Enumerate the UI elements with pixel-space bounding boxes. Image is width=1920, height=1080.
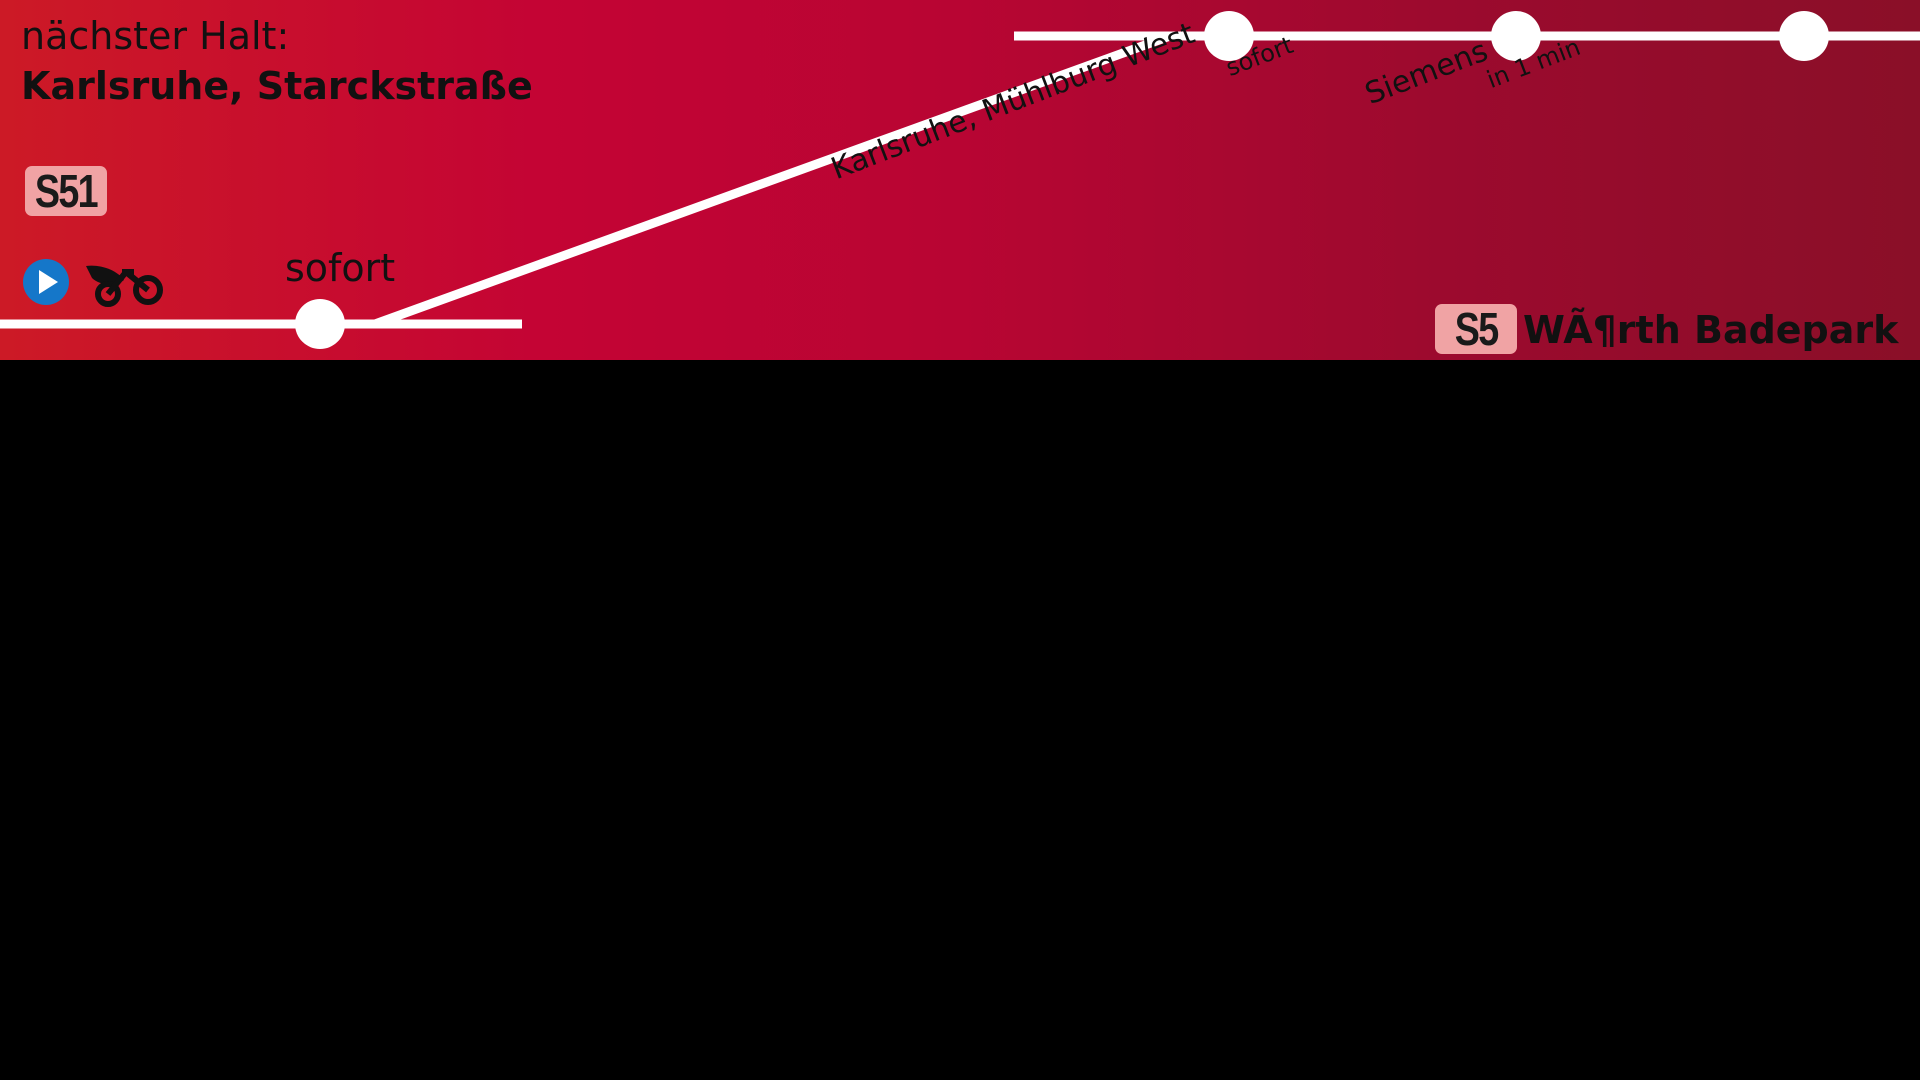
current-stop-dot [295,299,345,349]
destination-name: WÃ¶rth Badepark [1523,308,1899,352]
next-stop-banner: nächster Halt: Karlsruhe, Starckstraße S… [0,0,1920,360]
stop-dot-siemens [1491,11,1541,61]
line-badge-destination: S5 [1435,304,1517,354]
bike-icon [86,265,163,307]
route-map [0,11,1920,349]
service-icons [23,259,163,307]
next-stop-name: Karlsruhe, Starckstraße [21,64,533,108]
current-stop-eta: sofort [285,246,396,290]
track-diagonal [373,31,1172,329]
line-badge-current: S51 [25,166,107,216]
play-icon [23,259,69,305]
stop-dot-next [1779,11,1829,61]
stop-dot-muehlburg-west [1204,11,1254,61]
next-stop-label: nächster Halt: [21,14,290,58]
